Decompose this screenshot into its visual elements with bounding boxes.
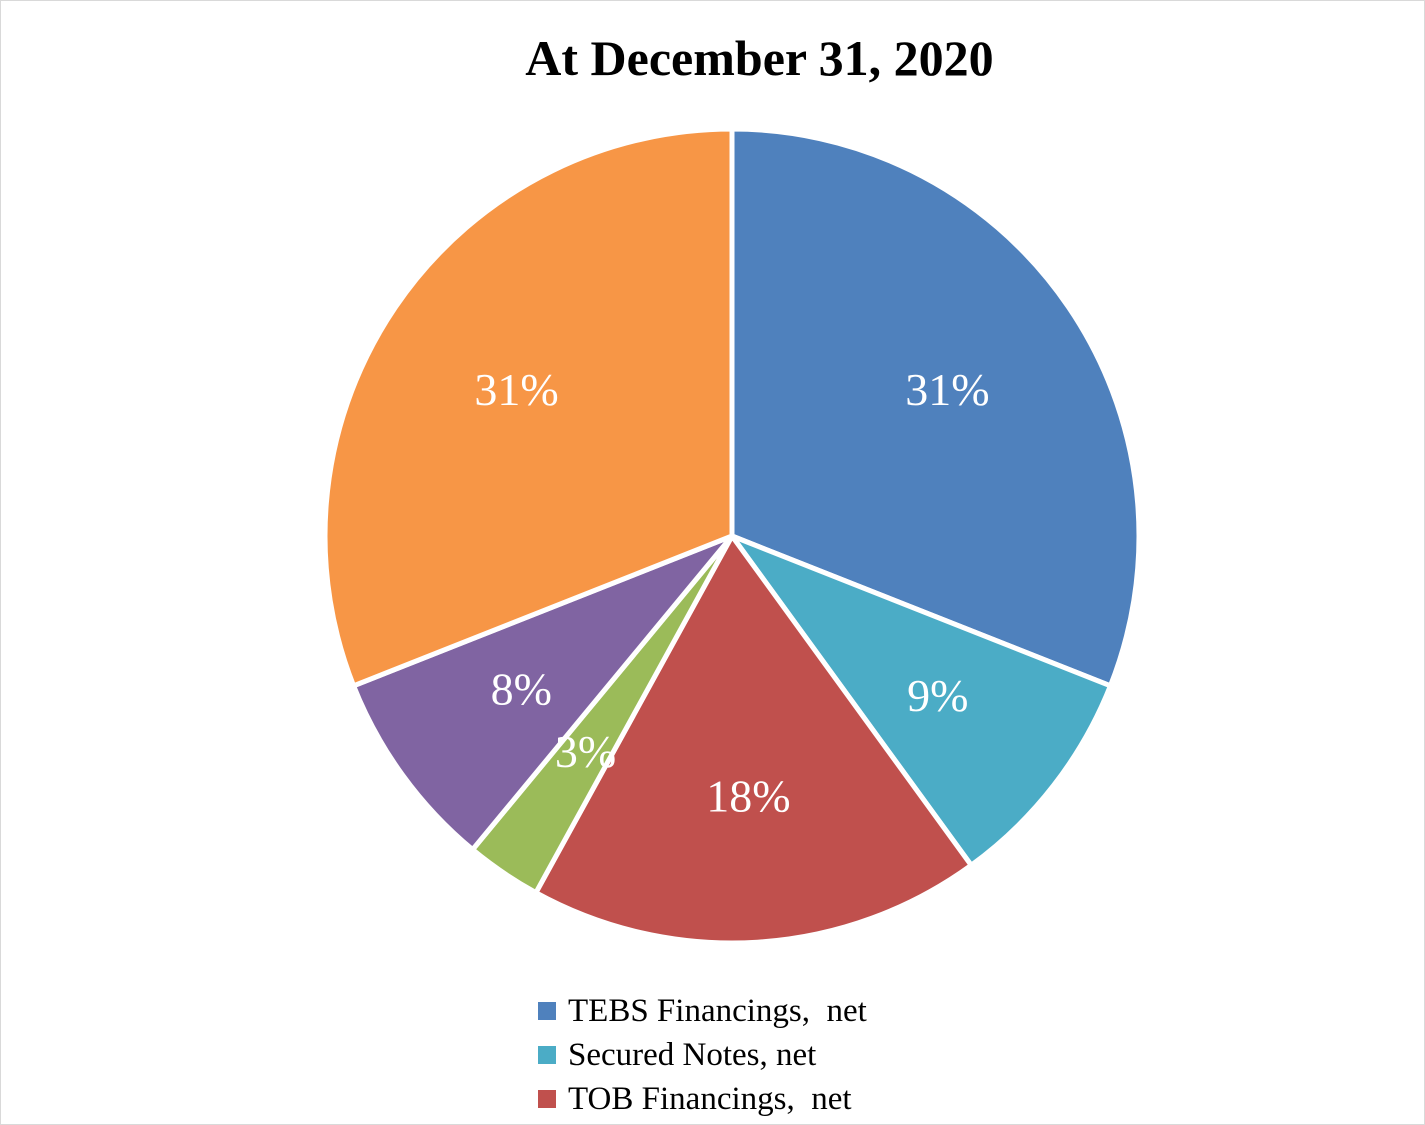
slice-data-label: 8%: [491, 664, 552, 715]
legend-item: TOB Financings, net: [538, 1077, 867, 1121]
slice-data-label: 9%: [907, 670, 968, 721]
pie-slice: [322, 126, 735, 689]
slice-data-label: 18%: [706, 770, 790, 821]
pie-slice: [729, 126, 1142, 689]
slice-data-label: 31%: [474, 364, 558, 415]
legend-swatch: [538, 1046, 556, 1064]
slice-data-label: 3%: [555, 726, 616, 777]
legend-label: TEBS Financings, net: [568, 992, 867, 1029]
pie-slice: [729, 533, 1113, 868]
pie-slice: [351, 533, 735, 853]
legend-item: Secured Notes, net: [538, 1033, 867, 1077]
legend-label: Secured Notes, net: [568, 1036, 817, 1073]
legend-swatch: [538, 1002, 556, 1020]
legend-swatch: [538, 1090, 556, 1108]
legend-label: TOB Financings, net: [568, 1080, 852, 1117]
slice-data-label: 31%: [905, 364, 989, 415]
pie-slice: [533, 533, 974, 946]
legend-item: TEBS Financings, net: [538, 989, 867, 1033]
legend: TEBS Financings, net Secured Notes, net TO…: [538, 989, 867, 1121]
chart-title: At December 31, 2020: [525, 30, 994, 86]
